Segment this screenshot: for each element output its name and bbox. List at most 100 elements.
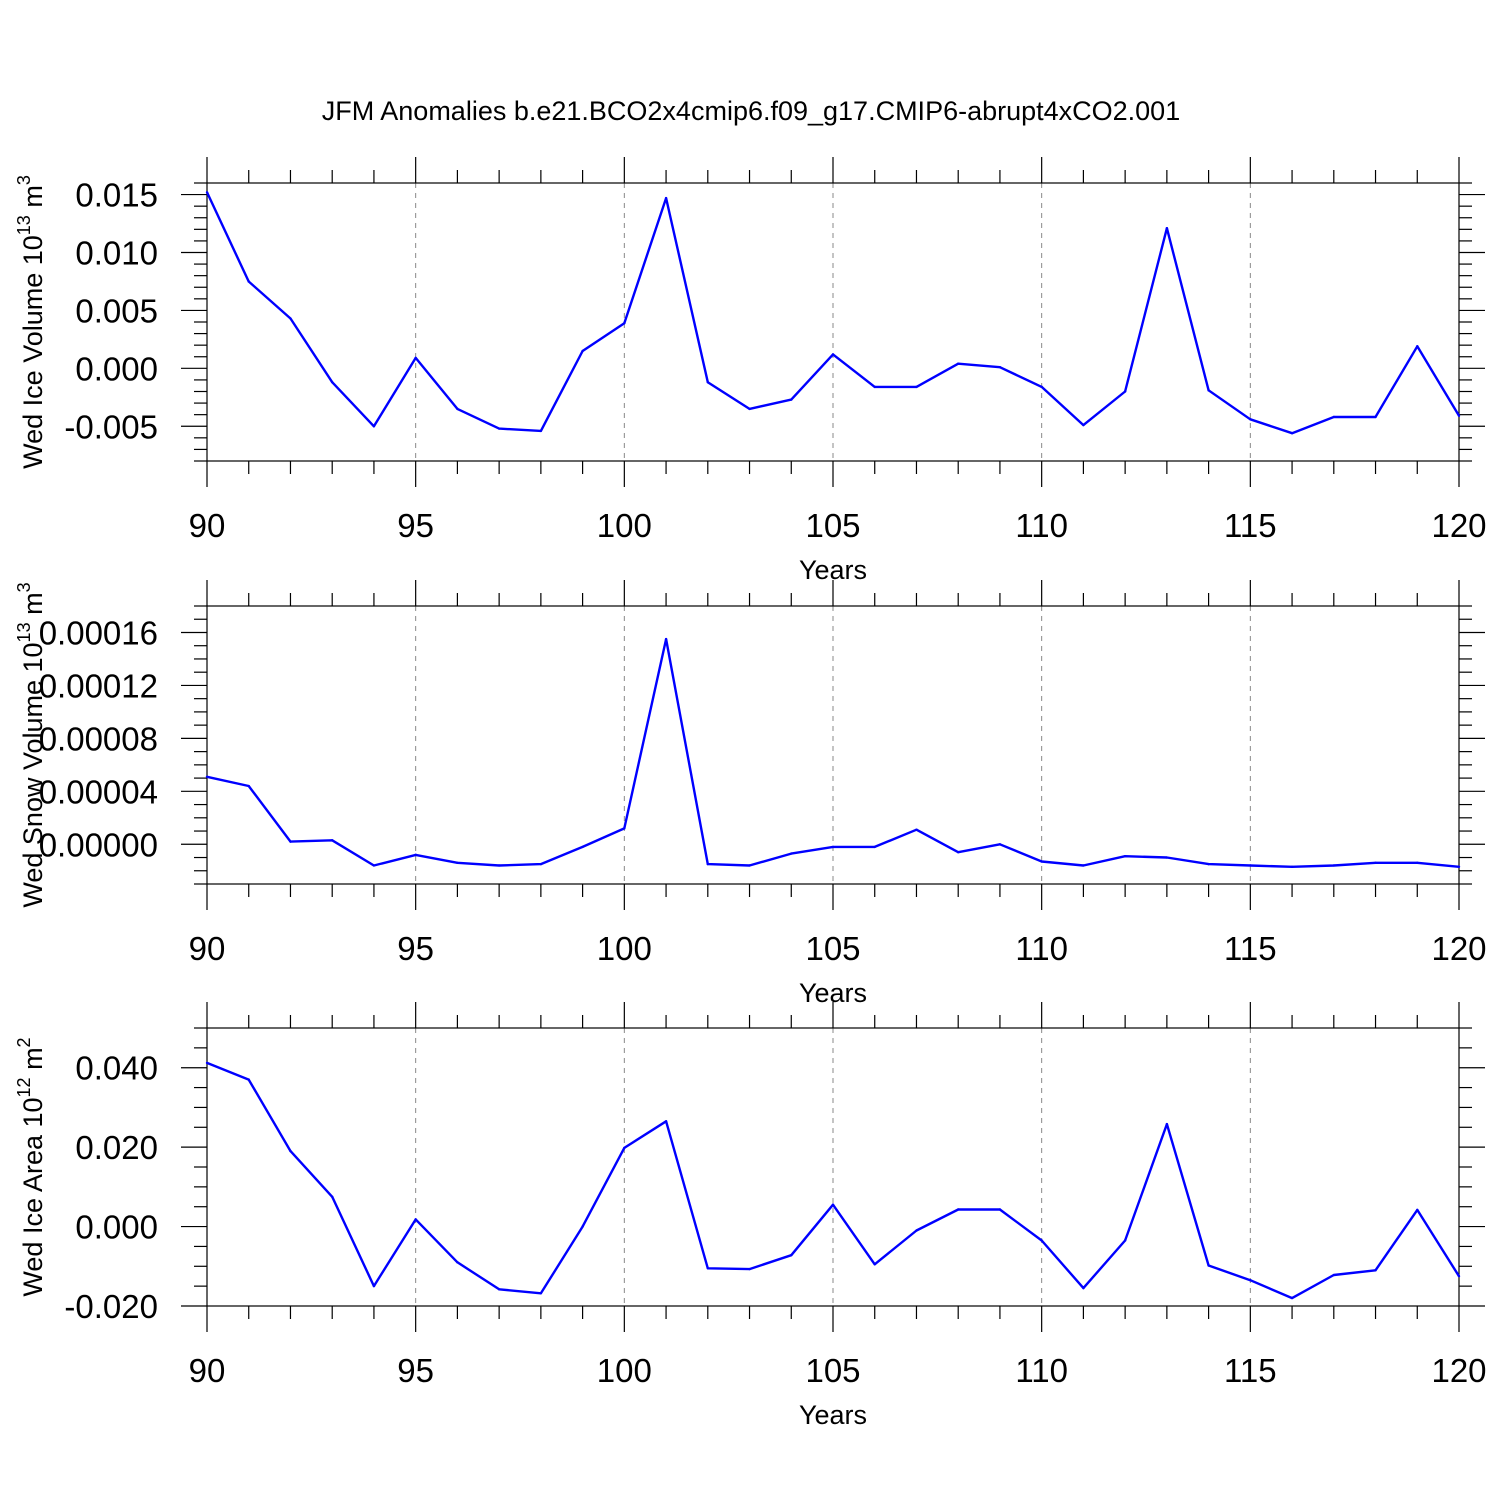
data-point [957,851,960,854]
y-tick-label: 0.020 [75,1129,158,1166]
data-point [1332,1273,1336,1277]
data-point [1249,1278,1252,1282]
data-point [247,280,250,283]
data-point [664,1120,668,1123]
y-tick-label: 0.000 [75,350,158,387]
data-point [873,845,876,849]
y-label-text: Wed Snow Volume 10 [18,642,48,907]
y-tick-label: 0.015 [75,177,158,214]
data-point [1332,415,1336,419]
x-tick-label: 110 [1015,1352,1068,1389]
data-point [581,349,584,353]
data-point [1082,864,1085,867]
data-point [331,839,334,842]
data-point [748,1267,751,1271]
data-point [664,196,668,200]
data-point [289,840,292,843]
data-point [205,1061,209,1065]
data-point [1332,864,1336,867]
y-axis-label: Wed Snow Volume 1013 m3 [14,582,48,907]
data-point [957,1208,960,1211]
x-tick-label: 90 [189,930,226,967]
data-point [581,845,584,849]
data-point [1123,1239,1127,1242]
data-point [1416,345,1419,348]
x-tick-label: 115 [1224,1352,1277,1389]
data-point [456,407,459,411]
data-point [1457,865,1461,868]
data-point [1416,861,1419,865]
data-point [539,429,543,433]
data-point [790,398,793,401]
data-point [289,1149,292,1153]
x-tick-label: 105 [805,1352,860,1389]
data-point [790,1253,793,1257]
y-label-unit: m [18,592,48,622]
data-point [1207,1264,1210,1267]
data-point [456,1261,459,1264]
data-point [873,385,876,389]
y-label-exponent: 13 [14,215,34,235]
y-tick-label: 0.040 [75,1050,158,1087]
data-point [1040,1239,1043,1242]
series-line [206,637,1460,868]
data-point [1457,414,1461,418]
data-point [497,864,501,867]
y-label-unit-exponent: 3 [14,175,34,185]
data-point [706,1267,709,1270]
data-point [1290,1296,1294,1300]
data-point [539,862,543,866]
y-tick-label: 0.00016 [39,614,158,651]
data-point [873,1263,876,1266]
data-point [915,1229,918,1232]
data-point [372,425,376,428]
x-tick-label: 115 [1224,507,1277,544]
data-point [1165,1122,1169,1126]
y-tick-label: 0.00004 [39,773,158,810]
x-tick-label: 105 [805,930,860,967]
data-point [414,356,417,360]
x-tick-label: 100 [597,930,652,967]
y-label-text: Wed Ice Volume 10 [18,235,48,469]
y-label-unit: m [18,185,48,215]
y-tick-label: 0.00012 [39,667,158,704]
x-tick-label: 120 [1431,1352,1486,1389]
y-tick-label: 0.005 [75,292,158,329]
x-tick-label: 105 [805,507,860,544]
data-point [1207,862,1210,866]
data-point [1374,415,1377,419]
data-point [748,864,751,867]
chart-panel-3: 90 95 100 105 110 115 120 -0.020 0.000 0.020 0.040… [14,1002,1487,1430]
chart-title: JFM Anomalies b.e21.BCO2x4cmip6.f09_g17.… [322,96,1180,126]
data-point [331,381,334,384]
x-tick-label: 120 [1431,930,1486,967]
data-point [706,862,709,866]
data-point [414,853,417,857]
data-point [1416,1208,1419,1212]
x-tick-label: 90 [189,1352,226,1389]
data-point [331,1195,334,1198]
panels: 90 95 100 105 110 115 120 -0.005 0.000 0.005 0.010… [14,157,1487,1430]
x-tick-label: 90 [189,507,226,544]
data-point [1249,418,1252,421]
y-tick-label: -0.005 [64,408,158,445]
data-point [1457,1275,1461,1278]
data-point [623,1146,626,1150]
x-tick-label: 100 [597,507,652,544]
chart-panel-1: 90 95 100 105 110 115 120 -0.005 0.000 0.005 0.010… [14,157,1487,585]
data-point [539,1292,543,1295]
y-label-unit-exponent: 3 [14,582,34,592]
data-point [1249,864,1252,867]
data-point [247,784,250,788]
data-point [581,1225,584,1228]
data-point [623,321,626,325]
data-point [247,1078,250,1081]
data-point [1123,390,1127,393]
data-point [1374,861,1377,865]
y-tick-label: 0.00008 [39,720,158,757]
data-point [915,828,918,831]
x-tick-label: 95 [397,930,434,967]
x-tick-label: 95 [397,1352,434,1389]
y-axis-label: Wed Ice Volume 1013 m3 [14,175,48,469]
